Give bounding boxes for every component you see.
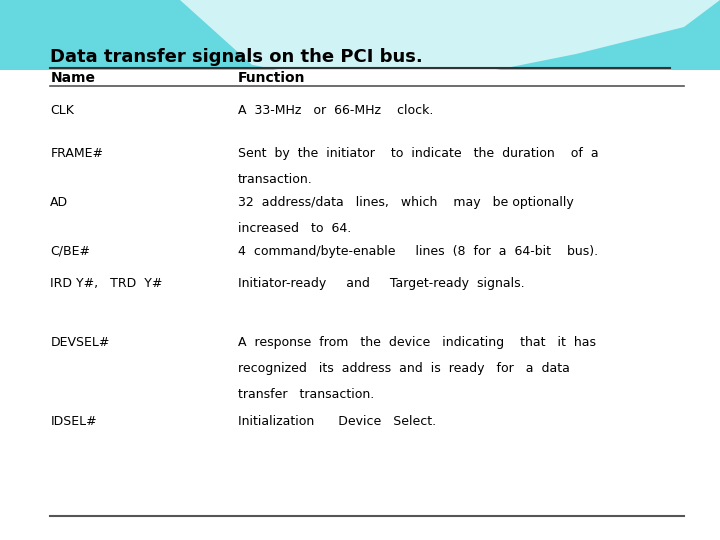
Text: transfer   transaction.: transfer transaction. (238, 388, 374, 401)
Polygon shape (0, 0, 720, 189)
Text: Function: Function (238, 71, 305, 85)
Text: Initiator-ready     and     Target-ready  signals.: Initiator-ready and Target-ready signals… (238, 277, 524, 290)
Text: IRD Y#,   TRD  Y#: IRD Y#, TRD Y# (50, 277, 163, 290)
Text: FRAME#: FRAME# (50, 147, 104, 160)
Text: Name: Name (50, 71, 95, 85)
Text: A  33-MHz   or  66-MHz    clock.: A 33-MHz or 66-MHz clock. (238, 104, 433, 117)
Text: Initialization      Device   Select.: Initialization Device Select. (238, 415, 436, 428)
Text: transaction.: transaction. (238, 173, 312, 186)
Text: Data transfer signals on the PCI bus.: Data transfer signals on the PCI bus. (50, 48, 423, 66)
Text: DEVSEL#: DEVSEL# (50, 336, 109, 349)
Text: recognized   its  address  and  is  ready   for   a  data: recognized its address and is ready for … (238, 362, 570, 375)
Text: AD: AD (50, 196, 68, 209)
Text: 32  address/data   lines,   which    may   be optionally: 32 address/data lines, which may be opti… (238, 196, 573, 209)
FancyBboxPatch shape (0, 70, 720, 540)
Text: A  response  from   the  device   indicating    that   it  has: A response from the device indicating th… (238, 336, 595, 349)
Text: 4  command/byte-enable     lines  (8  for  a  64-bit    bus).: 4 command/byte-enable lines (8 for a 64-… (238, 245, 598, 258)
Text: IDSEL#: IDSEL# (50, 415, 97, 428)
Text: C/BE#: C/BE# (50, 245, 91, 258)
Text: increased   to  64.: increased to 64. (238, 222, 351, 235)
Text: Sent  by  the  initiator    to  indicate   the  duration    of  a: Sent by the initiator to indicate the du… (238, 147, 598, 160)
Polygon shape (180, 0, 720, 86)
Polygon shape (0, 0, 720, 151)
Polygon shape (36, 132, 468, 154)
Text: CLK: CLK (50, 104, 74, 117)
Polygon shape (72, 108, 540, 146)
